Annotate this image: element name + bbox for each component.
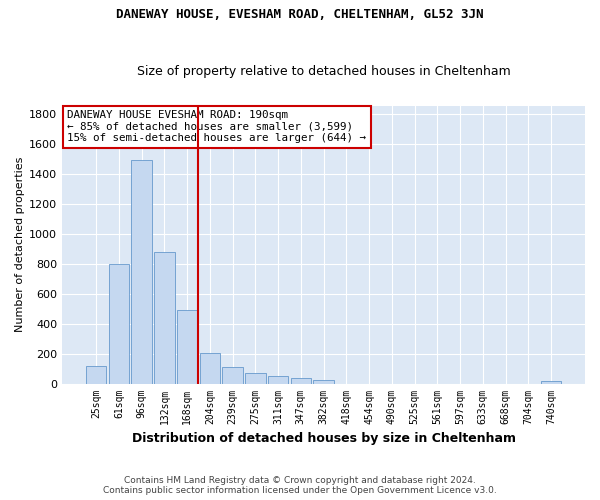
X-axis label: Distribution of detached houses by size in Cheltenham: Distribution of detached houses by size … [131, 432, 515, 445]
Bar [223, 367, 243, 384]
Bar [154, 252, 175, 384]
Bar [313, 380, 334, 384]
Text: Contains HM Land Registry data © Crown copyright and database right 2024.
Contai: Contains HM Land Registry data © Crown c… [103, 476, 497, 495]
Bar [200, 353, 220, 384]
Title: Size of property relative to detached houses in Cheltenham: Size of property relative to detached ho… [137, 66, 511, 78]
Text: DANEWAY HOUSE, EVESHAM ROAD, CHELTENHAM, GL52 3JN: DANEWAY HOUSE, EVESHAM ROAD, CHELTENHAM,… [116, 8, 484, 20]
Y-axis label: Number of detached properties: Number of detached properties [15, 157, 25, 332]
Bar [541, 382, 561, 384]
Bar [268, 376, 289, 384]
Bar [131, 160, 152, 384]
Bar [290, 378, 311, 384]
Bar [245, 373, 266, 384]
Text: DANEWAY HOUSE EVESHAM ROAD: 190sqm
← 85% of detached houses are smaller (3,599)
: DANEWAY HOUSE EVESHAM ROAD: 190sqm ← 85%… [67, 110, 367, 144]
Bar [109, 264, 129, 384]
Bar [177, 310, 197, 384]
Bar [86, 366, 106, 384]
